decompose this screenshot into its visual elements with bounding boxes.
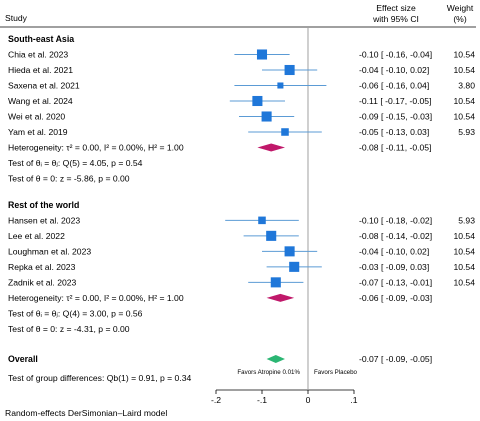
study-ci-text: -0.04 [ -0.10, 0.02] (359, 65, 429, 75)
study-label: Saxena et al. 2021 (8, 81, 80, 91)
effect-test: Test of θ = 0: z = -5.86, p = 0.00 (8, 174, 130, 184)
model-footnote: Random-effects DerSimonian–Laird model (5, 408, 167, 418)
overall-diamond (266, 355, 285, 363)
x-tick-label: 0 (306, 395, 311, 405)
study-label: Yam et al. 2019 (8, 127, 68, 137)
header-effect-size: Effect size (376, 3, 416, 13)
study-ci-text: -0.08 [ -0.14, -0.02] (359, 231, 432, 241)
subgroup-diamond (257, 143, 285, 152)
group-test-text: Test of group differences: Qb(1) = 0.91,… (8, 373, 192, 383)
study-marker (277, 82, 284, 89)
heterogeneity-text: Heterogeneity: τ² = 0.00, I² = 0.00%, H²… (8, 293, 184, 303)
study-marker (281, 128, 289, 136)
group-difference-test: Test of group differences: Qb(1) = 0.91,… (8, 373, 192, 383)
study-ci-text: -0.06 [ -0.16, 0.04] (359, 81, 429, 91)
study-marker (266, 230, 277, 241)
study-ci-text: -0.04 [ -0.10, 0.02] (359, 246, 429, 256)
study-label: Hieda et al. 2021 (8, 65, 73, 75)
study-label: Chia et al. 2023 (8, 50, 68, 60)
study-ci-text: -0.10 [ -0.18, -0.02] (359, 215, 432, 225)
study-marker (284, 64, 295, 76)
study-weight: 10.54 (453, 246, 475, 256)
study-weight: 10.54 (453, 277, 475, 287)
header-ci: with 95% CI (372, 14, 419, 24)
group-title: Rest of the world (8, 200, 79, 210)
study-weight: 10.54 (453, 96, 475, 106)
study-label: Repka et al. 2023 (8, 262, 76, 272)
study-marker (270, 277, 281, 288)
x-tick-label: .1 (350, 395, 357, 405)
study-ci-text: -0.03 [ -0.09, 0.03] (359, 262, 429, 272)
study-weight: 5.93 (458, 215, 475, 225)
study-weight: 10.54 (453, 231, 475, 241)
study-label: Lee et al. 2022 (8, 231, 65, 241)
study-marker (261, 111, 272, 122)
study-ci-text: -0.09 [ -0.15, -0.03] (359, 112, 432, 122)
effect-test: Test of θ = 0: z = -4.31, p = 0.00 (8, 324, 130, 334)
study-label: Loughman et al. 2023 (8, 246, 91, 256)
study-marker (284, 246, 295, 257)
subgroup-diamond (266, 293, 295, 302)
x-axis: -.2 -.1 0 .1 (211, 389, 358, 405)
study-marker (289, 261, 300, 272)
forest-rows: South-east Asia Chia et al. 2023 -0.10 [ -… (8, 34, 475, 334)
study-weight: 10.54 (453, 50, 475, 60)
subgroup-ci-text: -0.08 [ -0.11, -0.05] (359, 143, 431, 153)
study-marker (252, 95, 263, 107)
study-ci-text: -0.07 [ -0.13, -0.01] (359, 277, 432, 287)
study-weight: 10.54 (453, 112, 475, 122)
study-label: Zadnik et al. 2023 (8, 277, 77, 287)
heterogeneity-text: Heterogeneity: τ² = 0.00, I² = 0.00%, H²… (8, 143, 184, 153)
study-ci-text: -0.05 [ -0.13, 0.03] (359, 127, 429, 137)
study-label: Hansen et al. 2023 (8, 215, 80, 225)
study-weight: 10.54 (453, 262, 475, 272)
heterogeneity-test: Test of θᵢ = θⱼ: Q(5) = 4.05, p = 0.54 (8, 158, 143, 168)
group-title: South-east Asia (8, 34, 74, 44)
heterogeneity-test: Test of θᵢ = θⱼ: Q(4) = 3.00, p = 0.56 (8, 308, 143, 318)
study-label: Wei et al. 2020 (8, 112, 65, 122)
study-marker (256, 49, 268, 60)
header-weight: Weight (447, 3, 474, 13)
overall-label: Overall (8, 354, 38, 364)
x-tick-label: -.2 (211, 395, 221, 405)
overall-ci-text: -0.07 [ -0.09, -0.05] (359, 354, 432, 364)
subgroup-ci-text: -0.06 [ -0.09, -0.03] (359, 293, 432, 303)
study-ci-text: -0.10 [ -0.16, -0.04] (359, 50, 432, 60)
header-weight-unit: (%) (453, 14, 467, 24)
study-ci-text: -0.11 [ -0.17, -0.05] (359, 96, 431, 106)
study-weight: 10.54 (453, 65, 475, 75)
x-tick-label: -.1 (257, 395, 267, 405)
favors-right-label: Favors Placebo (314, 369, 358, 376)
favors-left-label: Favors Atropine 0.01% (237, 369, 300, 376)
header-study: Study (5, 13, 28, 23)
study-label: Wang et al. 2024 (8, 96, 73, 106)
study-weight: 3.80 (458, 81, 475, 91)
study-weight: 5.93 (458, 127, 475, 137)
study-marker (258, 216, 266, 225)
